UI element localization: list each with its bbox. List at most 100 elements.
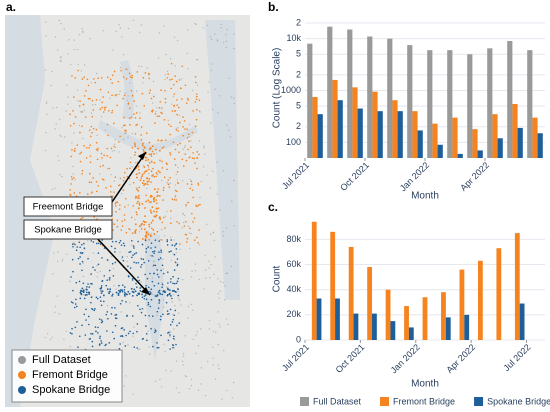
map-dot: [217, 278, 219, 280]
bar: [459, 269, 465, 340]
map-dot: [77, 69, 79, 72]
map-dot: [134, 232, 137, 234]
x-tick-label: Jan 2022: [398, 160, 431, 193]
map-dot: [71, 243, 74, 246]
map-dot: [44, 149, 47, 152]
map-dot: [145, 194, 147, 197]
map-dot: [129, 228, 131, 231]
bar: [404, 306, 409, 340]
map-legend-items: Full Dataset Fremont Bridge Spokane Bridge: [18, 354, 110, 396]
map-dot: [150, 97, 153, 100]
map-dot: [106, 259, 109, 261]
map-dot: [107, 260, 110, 262]
map-dot: [140, 24, 143, 26]
map-dot: [52, 273, 54, 275]
map-dot: [59, 173, 61, 176]
map-dot: [132, 245, 135, 247]
map-dot: [175, 251, 178, 254]
map-dot: [74, 179, 76, 181]
map-dot: [55, 106, 58, 109]
legend-label: Spokane Bridge: [32, 384, 110, 396]
bar: [464, 314, 470, 340]
map-dot: [101, 178, 104, 180]
map-dot: [156, 107, 158, 109]
map-dot: [88, 129, 91, 131]
map-dot: [134, 223, 137, 226]
map-dot: [147, 233, 150, 236]
bar: [353, 313, 359, 340]
map-dot: [112, 195, 114, 198]
map-dot: [132, 181, 135, 184]
bar: [390, 321, 396, 340]
map-dot: [164, 139, 167, 141]
map-dot: [172, 337, 175, 340]
bar: [392, 100, 398, 158]
map-dot: [211, 108, 214, 111]
map-dot: [171, 301, 173, 303]
map-dot: [96, 134, 98, 136]
map-dot: [58, 118, 61, 121]
map-dot: [103, 107, 106, 109]
map-dot: [115, 93, 118, 96]
map-dot: [137, 261, 140, 264]
map-dot: [145, 247, 148, 250]
map-dot: [134, 218, 136, 221]
map-dot: [137, 240, 139, 243]
map-dot: [96, 271, 99, 274]
map-dot: [141, 293, 143, 296]
map-dot: [123, 176, 125, 179]
map-dot: [63, 28, 65, 30]
map-dot: [161, 221, 164, 224]
map-dot: [146, 67, 149, 69]
map-dot: [206, 24, 209, 27]
map-dot: [99, 165, 102, 168]
map-dot: [127, 344, 129, 346]
map-dot: [154, 264, 157, 267]
map-dot: [179, 142, 182, 145]
y-tick-label: 2: [296, 17, 301, 27]
bar: [445, 317, 451, 340]
map-dot: [148, 314, 150, 317]
map-dot: [141, 296, 144, 299]
map-dot: [219, 290, 222, 292]
map-dot: [158, 194, 161, 197]
map-dot: [171, 198, 174, 201]
map-dot: [168, 293, 171, 296]
map-dot: [79, 160, 82, 163]
map-dot: [144, 72, 147, 74]
map-dot: [222, 231, 224, 233]
map-dot: [177, 298, 180, 300]
map-dot: [188, 232, 191, 234]
map-dot: [166, 168, 168, 171]
map-dot: [172, 275, 174, 278]
map-dot: [60, 56, 62, 58]
map-dot: [81, 216, 84, 219]
map-dot: [126, 314, 128, 317]
map-dot: [171, 110, 174, 112]
map-dot: [69, 332, 72, 334]
map-dot: [129, 157, 132, 159]
map-dot: [91, 307, 93, 310]
map-dot: [166, 240, 169, 243]
map-dot: [92, 266, 94, 269]
map-dot: [166, 271, 169, 273]
map-dot: [114, 176, 117, 179]
map-dot: [226, 272, 229, 274]
map-dot: [91, 115, 94, 118]
map-dot: [123, 171, 126, 174]
map-dot: [45, 102, 48, 105]
map-dot: [90, 301, 92, 304]
map-dot: [157, 346, 160, 349]
map-dot: [179, 248, 181, 250]
map-dot: [121, 220, 124, 222]
map-dot: [130, 116, 133, 119]
bar: [472, 129, 478, 158]
map-dot: [96, 218, 99, 220]
map-dot: [70, 175, 73, 178]
map-dot: [156, 194, 159, 197]
map-dot: [141, 92, 144, 95]
map-dot: [123, 291, 126, 294]
map-dot: [173, 244, 176, 247]
map-dot: [190, 180, 193, 183]
